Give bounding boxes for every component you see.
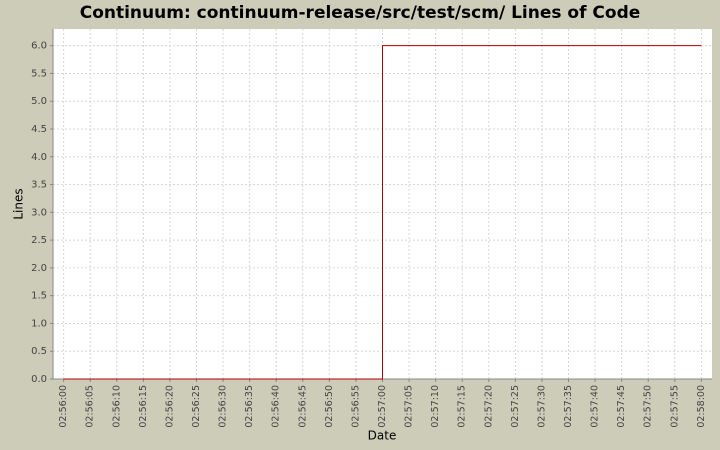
x-tick-label: 02:57:50 [643,385,654,428]
x-tick-label: 02:56:45 [297,385,308,428]
y-tick-label: 0.0 [31,374,47,385]
x-tick-label: 02:56:05 [85,385,96,428]
y-axis-label: Lines [12,188,26,219]
y-tick-label: 2.5 [31,235,47,246]
y-tick-label: 1.0 [31,318,47,329]
x-tick-label: 02:57:35 [563,385,574,428]
x-tick-label: 02:57:15 [457,385,468,428]
y-tick-label: 3.5 [31,180,47,191]
x-tick-label: 02:57:45 [616,385,627,428]
data-line [63,45,702,380]
x-tick-label: 02:56:35 [244,385,255,428]
x-tick-label: 02:56:10 [111,385,122,428]
x-tick-label: 02:56:50 [324,385,335,428]
x-tick-label: 02:56:20 [164,385,175,428]
y-tick-label: 2.0 [31,263,47,274]
x-tick-label: 02:57:10 [430,385,441,428]
x-tick-label: 02:58:00 [696,385,707,428]
y-tick-label: 5.0 [31,96,47,107]
x-tick-label: 02:56:15 [138,385,149,428]
y-tick-label: 4.5 [31,124,47,135]
x-tick-label: 02:57:55 [669,385,680,428]
x-tick-label: 02:56:40 [271,385,282,428]
x-tick-label: 02:56:25 [191,385,202,428]
y-tick-label: 5.5 [31,68,47,79]
x-tick-label: 02:57:20 [483,385,494,428]
x-tick-label: 02:57:25 [510,385,521,428]
x-tick-label: 02:56:55 [350,385,361,428]
x-tick-label: 02:57:30 [536,385,547,428]
x-tick-label: 02:57:05 [404,385,415,428]
y-tick-label: 3.0 [31,207,47,218]
y-tick-label: 6.0 [31,41,47,52]
x-tick-label: 02:56:00 [58,385,69,428]
x-tick-label: 02:56:30 [218,385,229,428]
chart-title: Continuum: continuum-release/src/test/sc… [80,3,641,23]
y-tick-label: 4.0 [31,152,47,163]
x-axis-label: Date [368,429,397,443]
y-tick-label: 1.5 [31,291,47,302]
y-tick-label: 0.5 [31,346,47,357]
x-tick-label: 02:57:40 [590,385,601,428]
x-tick-label: 02:57:00 [377,385,388,428]
